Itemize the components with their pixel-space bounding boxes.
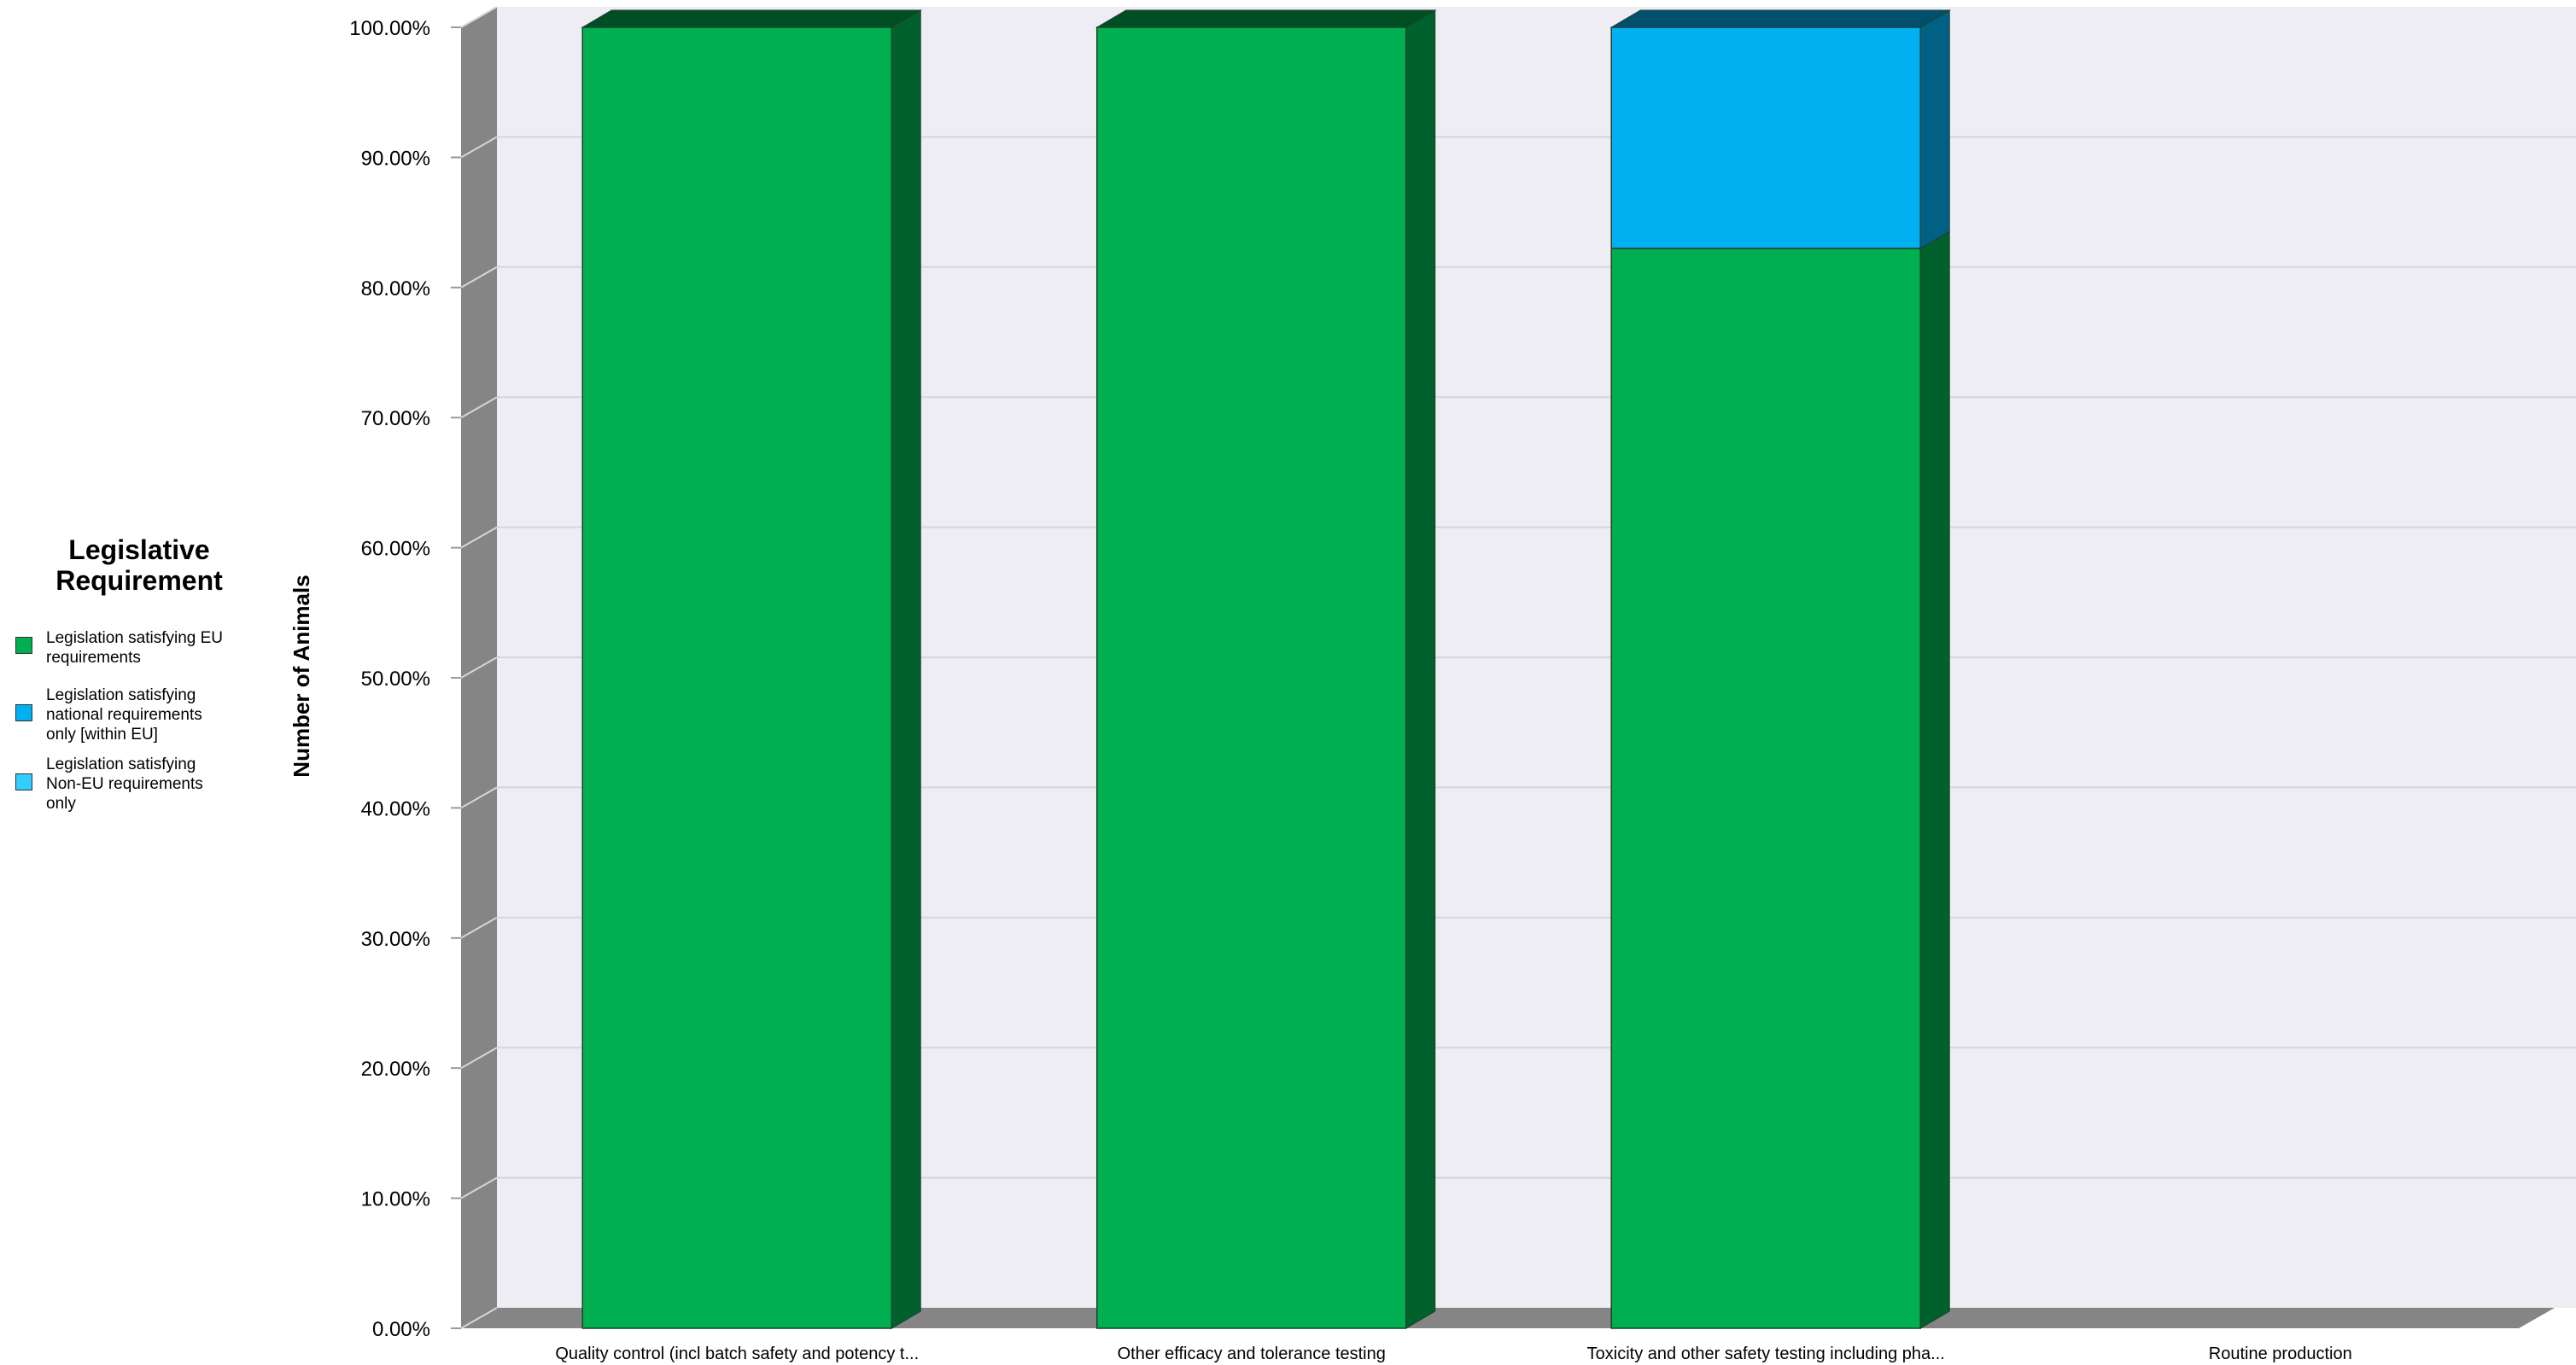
legend-label-eu-line2: requirements xyxy=(46,649,141,667)
legend-label-national-line2: national requirements xyxy=(46,706,202,724)
y-tick-label: 100.00% xyxy=(349,17,430,40)
bar-segment-front[interactable] xyxy=(1096,26,1407,1329)
bar-segment-side xyxy=(891,9,921,1329)
bar-top xyxy=(1095,9,1437,28)
y-tick-diagonal xyxy=(460,656,498,679)
legend-label-national: Legislation satisfying national requirem… xyxy=(46,685,260,744)
legend-swatch-eu xyxy=(15,637,32,654)
legend-label-non-eu-line2: Non-EU requirements xyxy=(46,775,203,793)
x-tick-label: Other efficacy and tolerance testing xyxy=(1118,1345,1386,1363)
y-tick-diagonal xyxy=(460,136,498,159)
legend-label-national-line1: Legislation satisfying xyxy=(46,686,196,704)
legend-label-eu: Legislation satisfying EU requirements xyxy=(46,628,260,668)
y-tick-diagonal xyxy=(460,1176,498,1199)
chart-floor xyxy=(461,1308,2555,1328)
y-tick-label: 50.00% xyxy=(361,668,430,691)
legend-label-non-eu-line1: Legislation satisfying xyxy=(46,755,196,773)
bars xyxy=(581,9,1952,1329)
y-tick-label: 90.00% xyxy=(361,147,430,170)
legend-title: Legislative Requirement xyxy=(15,534,263,596)
y-tick-label: 30.00% xyxy=(361,928,430,951)
y-axis-label: Number of Animals xyxy=(289,575,314,777)
x-tick-label: Toxicity and other safety testing includ… xyxy=(1587,1345,1945,1363)
bar-segment-side xyxy=(1405,9,1436,1329)
bar-top xyxy=(581,9,923,28)
x-axis-labels: Quality control (incl batch safety and p… xyxy=(555,1345,2351,1363)
y-tick-label: 10.00% xyxy=(361,1188,430,1211)
y-tick-label: 70.00% xyxy=(361,407,430,430)
y-tick-label: 60.00% xyxy=(361,538,430,561)
legend: Legislative Requirement Legislation sati… xyxy=(15,534,272,813)
y-tick-label: 40.00% xyxy=(361,797,430,820)
y-tick-label: 80.00% xyxy=(361,277,430,300)
bar-segment-front[interactable] xyxy=(1610,248,1921,1329)
bar-segment-front[interactable] xyxy=(581,26,892,1329)
legend-label-eu-line1: Legislation satisfying EU xyxy=(46,629,223,647)
y-tick-label: 20.00% xyxy=(361,1058,430,1081)
bar-segment-front[interactable] xyxy=(1610,26,1921,249)
y-tick-label: 0.00% xyxy=(372,1318,430,1341)
y-tick-diagonal xyxy=(460,786,498,809)
y-tick-diagonal xyxy=(460,265,498,289)
y-tick-diagonal xyxy=(460,6,498,28)
y-axis-ticks: 0.00% 10.00% 20.00% 30.00% 40.00% 50.00% 60.00… xyxy=(349,6,498,1341)
legend-title-line2: Requirement xyxy=(55,565,223,596)
legend-label-national-line3: only [within EU] xyxy=(46,726,158,744)
x-tick-label: Quality control (incl batch safety and p… xyxy=(555,1345,919,1363)
y-tick-diagonal xyxy=(460,916,498,939)
y-tick-diagonal xyxy=(460,526,498,549)
legend-swatch-non-eu xyxy=(15,773,32,790)
bar-top xyxy=(1609,9,1952,28)
legend-swatch-national xyxy=(15,704,32,721)
y-tick-diagonal xyxy=(460,1307,498,1329)
y-tick-diagonal xyxy=(460,1047,498,1070)
legend-label-non-eu-line3: only xyxy=(46,795,76,813)
legend-title-line1: Legislative xyxy=(68,534,210,565)
bar-segment-side xyxy=(1919,230,1950,1329)
x-tick-label: Routine production xyxy=(2209,1345,2352,1363)
bar-segment-side xyxy=(1919,9,1950,249)
y-tick-diagonal xyxy=(460,396,498,419)
legend-label-non-eu: Legislation satisfying Non-EU requiremen… xyxy=(46,755,260,814)
